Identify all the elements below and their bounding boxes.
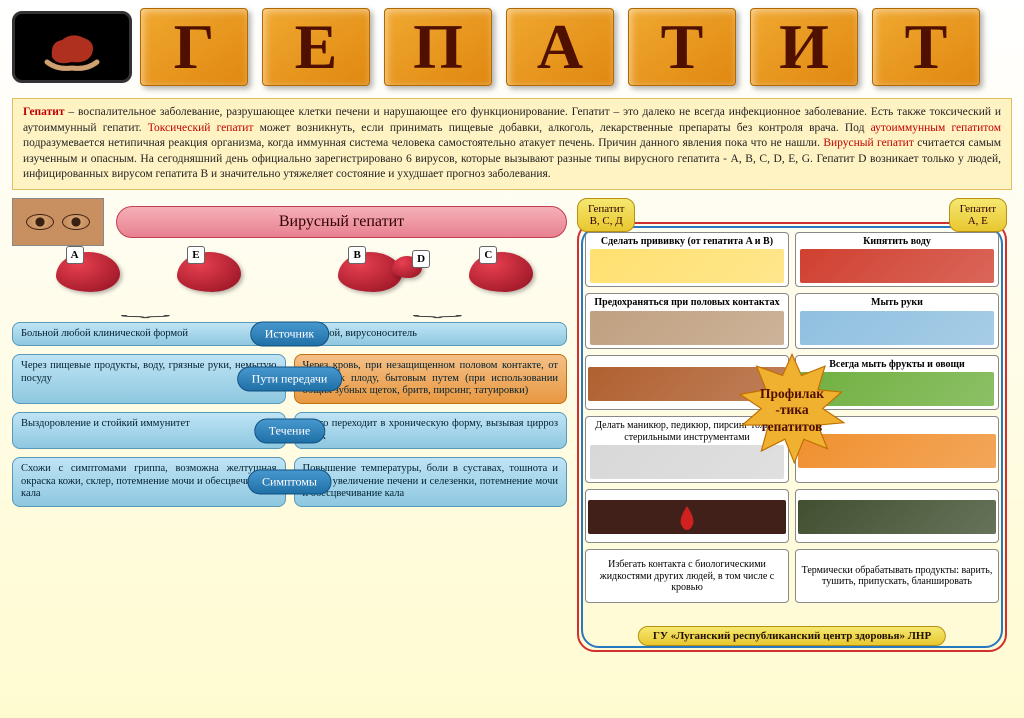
definition-box: Гепатит – воспалительное заболевание, ра… bbox=[12, 98, 1012, 190]
jaundice-eyes-image bbox=[12, 198, 104, 246]
prevention-image bbox=[588, 500, 786, 534]
eye-icon bbox=[26, 214, 54, 230]
title-cubes: Г Е П А Т И Т bbox=[140, 8, 980, 86]
prevention-image bbox=[800, 311, 994, 345]
row-course: Выздоровление и стойкий иммунитет Часто … bbox=[12, 412, 567, 449]
title-letter: Т bbox=[628, 8, 736, 86]
title-letter: А bbox=[506, 8, 614, 86]
eye-icon bbox=[62, 214, 90, 230]
tag-bcd: Гепатит В, С, Д bbox=[577, 198, 635, 232]
viral-header-row: Вирусный гепатит bbox=[12, 198, 567, 246]
row-source: Больной любой клинической формой Больной… bbox=[12, 322, 567, 347]
row-pill: Симптомы bbox=[247, 470, 332, 495]
prevention-cell bbox=[585, 489, 789, 543]
row-pill: Течение bbox=[254, 418, 325, 443]
title-letter: Е bbox=[262, 8, 370, 86]
title-letter: И bbox=[750, 8, 858, 86]
prevention-image bbox=[590, 311, 784, 345]
prevention-image bbox=[798, 500, 996, 534]
prevention-cell: Мыть руки bbox=[795, 293, 999, 349]
term-toxic: Токсический гепатит bbox=[148, 122, 254, 134]
prevention-star: Профилак -тика гепатитов bbox=[733, 351, 851, 469]
prevention-image bbox=[590, 249, 784, 283]
prevention-cell bbox=[795, 489, 999, 543]
main-content: Вирусный гепатит A E ⏟ B D C ⏟ bbox=[0, 194, 1024, 652]
prevention-grid: Сделать прививку (от гепатита A и B)Кипя… bbox=[585, 232, 999, 604]
tag-ae: Гепатит А, Е bbox=[949, 198, 1007, 232]
brace-icon: ⏟ bbox=[120, 302, 170, 318]
prevention-cell: Кипятить воду bbox=[795, 232, 999, 288]
liver-in-hands-icon bbox=[42, 22, 102, 72]
liver-b-d: B D bbox=[338, 252, 402, 308]
category-rows: Больной любой клинической формой Больной… bbox=[12, 322, 567, 507]
row-transmission: Через пищевые продукты, воду, грязные ру… bbox=[12, 354, 567, 404]
term-autoimmune: аутоиммунным гепатитом bbox=[871, 122, 1001, 134]
liver-e: E ⏟ bbox=[177, 252, 241, 308]
right-column: Гепатит В, С, Д Гепатит А, Е Сделать при… bbox=[577, 198, 1007, 652]
footer-credit: ГУ «Луганский республиканский центр здор… bbox=[638, 626, 946, 646]
hepatitis-group-tags: Гепатит В, С, Д Гепатит А, Е bbox=[577, 198, 1007, 232]
term-viral: Вирусный гепатит bbox=[823, 137, 914, 149]
prevention-cell: Термически обрабатывать продукты: варить… bbox=[795, 549, 999, 603]
row-pill: Пути передачи bbox=[237, 367, 343, 392]
brace-icon: ⏟ bbox=[413, 302, 463, 318]
viral-hepatitis-title: Вирусный гепатит bbox=[116, 206, 567, 238]
liver-types-row: A E ⏟ B D C ⏟ bbox=[12, 252, 567, 308]
row-pill: Источник bbox=[250, 321, 329, 346]
header: Г Е П А Т И Т bbox=[0, 0, 1024, 94]
prevention-cell: Предохраняться при половых контактах bbox=[585, 293, 789, 349]
title-letter: Т bbox=[872, 8, 980, 86]
term-hepatitis: Гепатит bbox=[23, 106, 65, 118]
prevention-image bbox=[800, 249, 994, 283]
infographic-page: Г Е П А Т И Т Гепатит – воспалительное з… bbox=[0, 0, 1024, 718]
liver-c: C ⏟ bbox=[469, 252, 533, 308]
row-symptoms: Схожи с симптомами гриппа, возможна желт… bbox=[12, 457, 567, 507]
title-letter: Г bbox=[140, 8, 248, 86]
prevention-cell: Избегать контакта с биологическими жидко… bbox=[585, 549, 789, 603]
prevention-star-text: Профилак -тика гепатитов bbox=[760, 386, 824, 435]
prevention-frame: Сделать прививку (от гепатита A и B)Кипя… bbox=[577, 222, 1007, 652]
left-column: Вирусный гепатит A E ⏟ B D C ⏟ bbox=[12, 198, 567, 652]
prevention-cell: Сделать прививку (от гепатита A и B) bbox=[585, 232, 789, 288]
liver-hands-logo bbox=[12, 11, 132, 83]
title-letter: П bbox=[384, 8, 492, 86]
liver-a: A bbox=[56, 252, 120, 308]
